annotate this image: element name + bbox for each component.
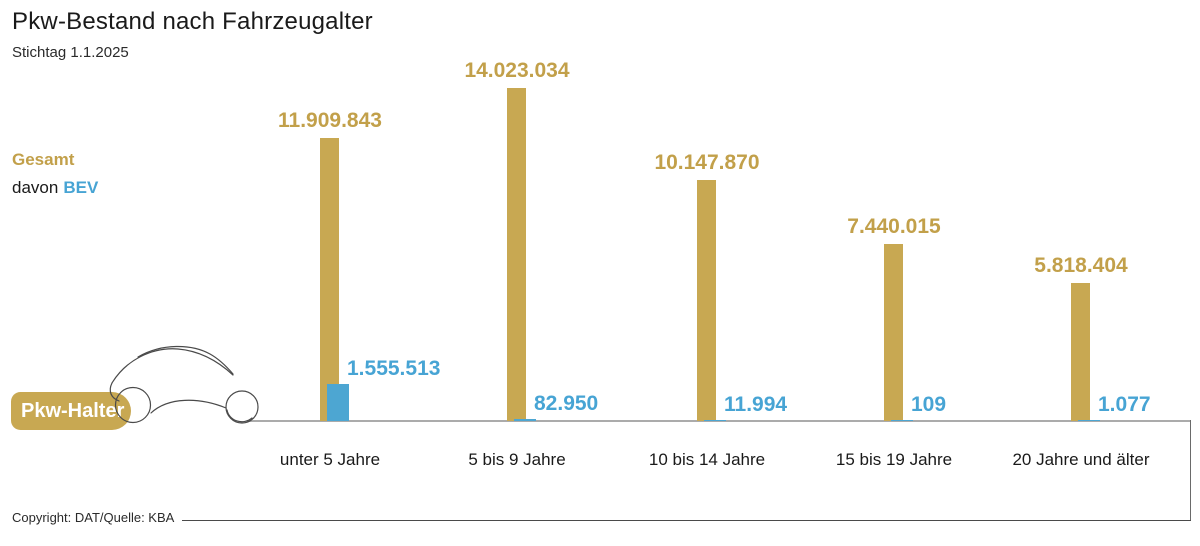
category-label: 20 Jahre und älter (1012, 450, 1150, 469)
gesamt-bar (884, 244, 903, 421)
bev-value-label: 1.077 (1098, 393, 1151, 416)
copyright-text: Copyright: DAT/Quelle: KBA (12, 510, 175, 525)
gesamt-value-label: 5.818.404 (1034, 254, 1128, 277)
gesamt-value-label: 10.147.870 (654, 151, 760, 174)
legend-davon-label: davon (12, 178, 59, 197)
page-title: Pkw-Bestand nach Fahrzeugalter (12, 8, 373, 35)
gesamt-value-label: 7.440.015 (847, 215, 941, 238)
category-label: unter 5 Jahre (279, 450, 381, 469)
gesamt-bar (507, 88, 526, 421)
right-edge-rule (1190, 420, 1191, 521)
legend-bev-label: BEV (63, 178, 99, 197)
bev-bar (1078, 420, 1100, 421)
legend: Gesamt davon BEV (12, 146, 98, 202)
bev-value-label: 1.555.513 (347, 357, 441, 380)
bev-bar (891, 420, 913, 421)
page-subtitle: Stichtag 1.1.2025 (12, 44, 129, 61)
category-label: 5 bis 9 Jahre (468, 450, 566, 469)
footer-rule (182, 520, 1191, 521)
gesamt-value-label: 14.023.034 (464, 59, 570, 82)
bev-value-label: 109 (911, 393, 947, 416)
legend-bev: davon BEV (12, 174, 98, 202)
x-axis-baseline (247, 420, 1191, 422)
gesamt-bar (697, 180, 716, 421)
pkw-halter-badge: Pkw-Halter (11, 392, 131, 430)
gesamt-value-label: 11.909.843 (278, 109, 382, 132)
bev-value-label: 11.994 (724, 393, 788, 416)
car-sketch-icon (109, 345, 259, 424)
bev-bar (327, 384, 349, 421)
bev-bar (704, 420, 726, 421)
legend-gesamt: Gesamt (12, 146, 98, 174)
category-label: 15 bis 19 Jahre (835, 450, 953, 469)
bev-value-label: 82.950 (534, 392, 599, 415)
bev-bar (514, 419, 536, 421)
gesamt-bar (1071, 283, 1090, 421)
legend-gesamt-label: Gesamt (12, 150, 75, 169)
category-label: 10 bis 14 Jahre (648, 450, 766, 469)
gesamt-bar (320, 138, 339, 421)
